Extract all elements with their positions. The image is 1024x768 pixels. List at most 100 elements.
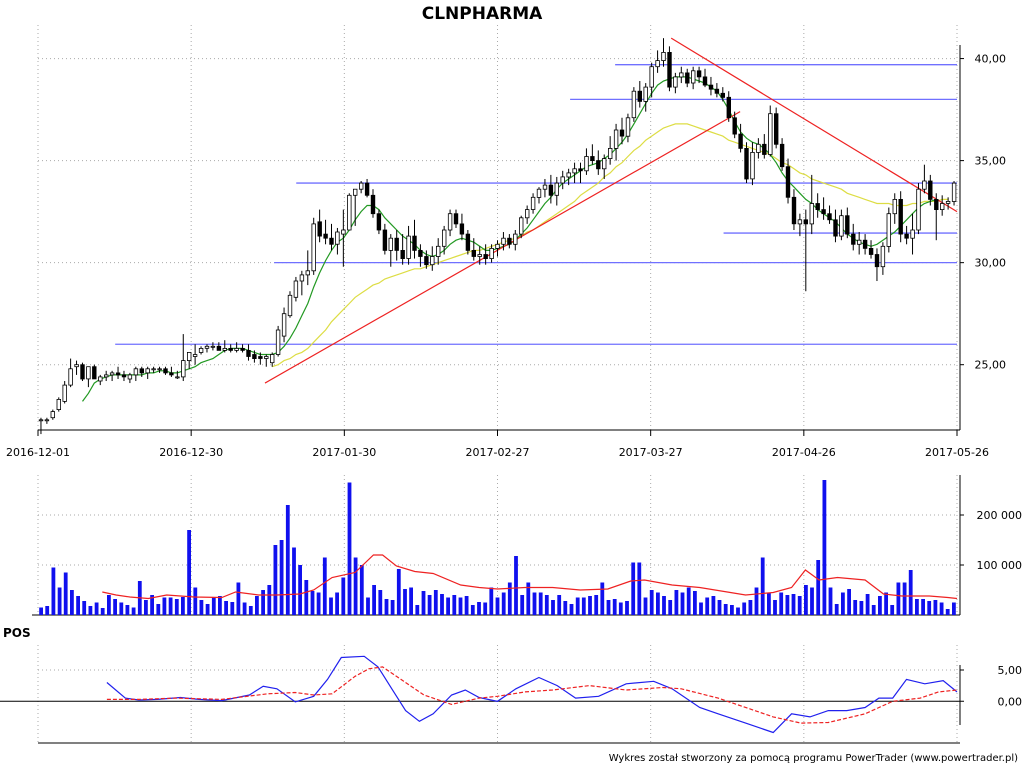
volume-bar bbox=[952, 602, 956, 615]
candle-up bbox=[756, 143, 761, 153]
volume-bar bbox=[544, 595, 549, 615]
candle-up bbox=[441, 229, 447, 247]
volume-bar bbox=[378, 590, 383, 615]
x-tick-label: 2017-01-30 bbox=[312, 446, 376, 459]
pos-signal-line bbox=[106, 666, 958, 724]
volume-bar bbox=[526, 582, 531, 615]
volume-bar bbox=[705, 597, 710, 615]
volume-bar bbox=[39, 607, 43, 615]
candle-down bbox=[696, 70, 702, 78]
volume-bar bbox=[495, 597, 500, 615]
volume-bar bbox=[945, 609, 950, 615]
volume-bar bbox=[699, 602, 703, 615]
volume-bar bbox=[717, 600, 722, 615]
volume-bar bbox=[193, 587, 198, 615]
candle-down bbox=[803, 219, 808, 225]
volume-bar bbox=[242, 602, 247, 615]
candle-up bbox=[857, 239, 862, 245]
candle-up bbox=[335, 231, 340, 245]
volume-bar bbox=[797, 596, 802, 615]
volume-bar bbox=[921, 599, 925, 615]
candle-down bbox=[714, 88, 720, 94]
volume-bar bbox=[347, 482, 352, 615]
volume-bar bbox=[514, 556, 518, 615]
volume-bar bbox=[933, 600, 938, 615]
volume-bar bbox=[841, 592, 845, 615]
volume-bar bbox=[538, 592, 543, 615]
volume-bar bbox=[618, 602, 623, 615]
volume-bar bbox=[656, 592, 660, 615]
candle-down bbox=[92, 366, 97, 380]
volume-bar bbox=[341, 577, 346, 615]
chart-title: CLNPHARMA bbox=[422, 4, 543, 24]
candle-up bbox=[293, 280, 299, 298]
y-tick-label: 40,00 bbox=[975, 53, 1007, 66]
candle-up bbox=[98, 376, 103, 382]
volume-bar bbox=[884, 592, 888, 615]
candle-up bbox=[613, 129, 619, 149]
candle-up bbox=[495, 243, 500, 249]
candle-up bbox=[940, 203, 945, 210]
candle-up bbox=[768, 113, 773, 155]
candle-up bbox=[406, 235, 411, 259]
volume-bar bbox=[452, 595, 457, 615]
candle-up bbox=[447, 213, 453, 231]
pos-panel: 0,00 5,00 bbox=[0, 655, 1022, 744]
candle-down bbox=[471, 249, 476, 257]
candle-down bbox=[928, 180, 933, 200]
volume-bar bbox=[557, 595, 562, 615]
candle-up bbox=[222, 347, 227, 351]
x-tick-label: 2017-03-27 bbox=[619, 446, 683, 459]
candle-up bbox=[299, 274, 305, 282]
candle-up bbox=[38, 419, 44, 422]
volume-bar bbox=[248, 606, 253, 615]
volume-bar bbox=[939, 602, 944, 615]
volume-bar bbox=[181, 597, 185, 615]
candle-up bbox=[145, 368, 150, 374]
candle-up bbox=[210, 345, 216, 348]
volume-bar bbox=[304, 580, 309, 615]
volume-bar bbox=[908, 570, 913, 615]
candle-up bbox=[74, 364, 79, 368]
volume-bar bbox=[871, 605, 876, 615]
volume-bar bbox=[310, 591, 315, 615]
volume-bar bbox=[144, 600, 148, 615]
volume-bar bbox=[94, 602, 99, 615]
volume-bar bbox=[501, 592, 506, 615]
volume-bar bbox=[483, 602, 488, 615]
candle-down bbox=[424, 256, 429, 266]
pos-indicator-label: POS bbox=[3, 626, 31, 640]
candle-up bbox=[501, 237, 506, 245]
pos-main-line bbox=[106, 655, 958, 734]
moving-average-long-line bbox=[272, 123, 949, 368]
volume-bar bbox=[853, 600, 858, 615]
candle-up bbox=[192, 354, 198, 357]
volume-bar bbox=[403, 589, 407, 615]
volume-bar bbox=[643, 597, 648, 615]
candle-up bbox=[477, 254, 482, 257]
volume-bar bbox=[390, 600, 395, 615]
volume-bar bbox=[236, 582, 241, 615]
candle-up bbox=[352, 188, 358, 196]
candle-down bbox=[732, 117, 737, 135]
volume-bar bbox=[446, 597, 450, 615]
volume-bar bbox=[255, 596, 259, 615]
candle-up bbox=[435, 245, 441, 257]
candle-down bbox=[934, 198, 939, 210]
candle-up bbox=[341, 229, 346, 235]
volume-bar bbox=[890, 605, 895, 615]
volume-bar bbox=[631, 562, 636, 615]
volume-bar bbox=[834, 604, 839, 615]
candle-down bbox=[507, 237, 512, 245]
volume-bar bbox=[322, 557, 327, 615]
candle-down bbox=[80, 364, 85, 380]
volume-bar bbox=[427, 595, 432, 615]
candle-down bbox=[851, 233, 856, 245]
candle-down bbox=[121, 374, 127, 378]
volume-bar bbox=[82, 601, 87, 615]
x-tick-label: 2016-12-01 bbox=[6, 446, 70, 459]
candle-down bbox=[578, 168, 583, 172]
footer-credit: Wykres został stworzony za pomocą progra… bbox=[609, 753, 1018, 764]
volume-moving-average-line bbox=[102, 554, 958, 600]
volume-bar bbox=[754, 587, 759, 615]
